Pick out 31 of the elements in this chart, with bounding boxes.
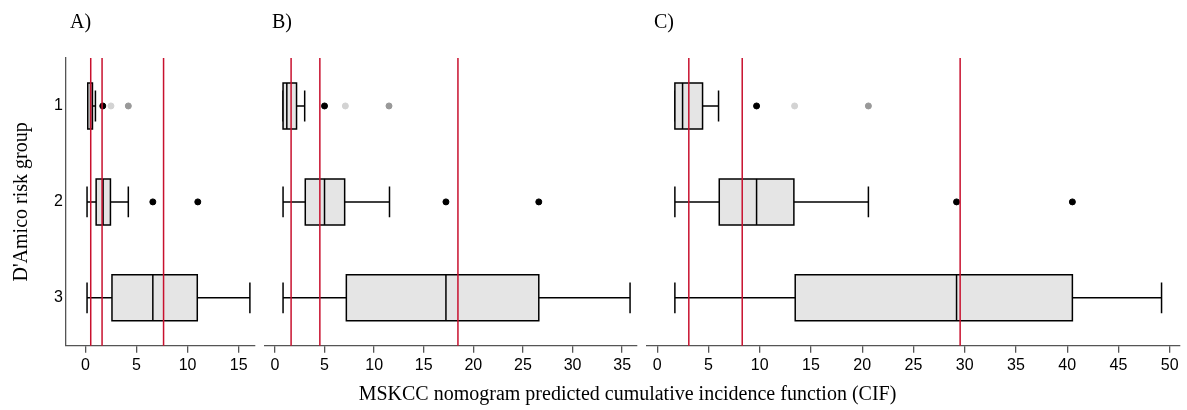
x-tick-label: 10	[365, 355, 384, 373]
y-axis-title: D'Amico risk group	[9, 122, 33, 282]
x-tick-label: 20	[464, 355, 483, 373]
x-tick-label: 10	[178, 355, 197, 373]
x-tick-label: 15	[229, 355, 248, 373]
x-tick-label: 35	[613, 355, 632, 373]
x-tick-label: 0	[652, 355, 662, 373]
x-tick-label: 50	[1160, 355, 1179, 373]
chart-title: C)	[654, 10, 674, 33]
x-tick-label: 5	[132, 355, 142, 373]
chart-title: A)	[70, 10, 92, 33]
x-tick-label: 5	[320, 355, 330, 373]
x-axis-title: MSKCC nomogram predicted cumulative incidence function (CIF)	[357, 382, 898, 405]
x-tick-label: 5	[704, 355, 714, 373]
x-tick-label: 40	[1058, 355, 1077, 373]
x-tick-label: 25	[904, 355, 923, 373]
x-tick-label: 10	[750, 355, 769, 373]
chart-title: B)	[272, 10, 292, 33]
x-tick-label: 0	[270, 355, 280, 373]
x-tick-label: 30	[563, 355, 582, 373]
y-tick-label: 3	[54, 288, 64, 306]
x-tick-label: 25	[514, 355, 532, 373]
x-tick-label: 30	[955, 355, 974, 373]
y-tick-label: 1	[54, 96, 64, 114]
x-tick-label: 35	[1007, 355, 1025, 373]
y-tick-label: 2	[54, 192, 64, 210]
x-tick-label: 15	[414, 355, 433, 373]
x-tick-label: 15	[802, 355, 820, 373]
x-tick-label: 45	[1109, 355, 1128, 373]
x-tick-label: 20	[853, 355, 872, 373]
x-tick-label: 0	[80, 355, 90, 373]
